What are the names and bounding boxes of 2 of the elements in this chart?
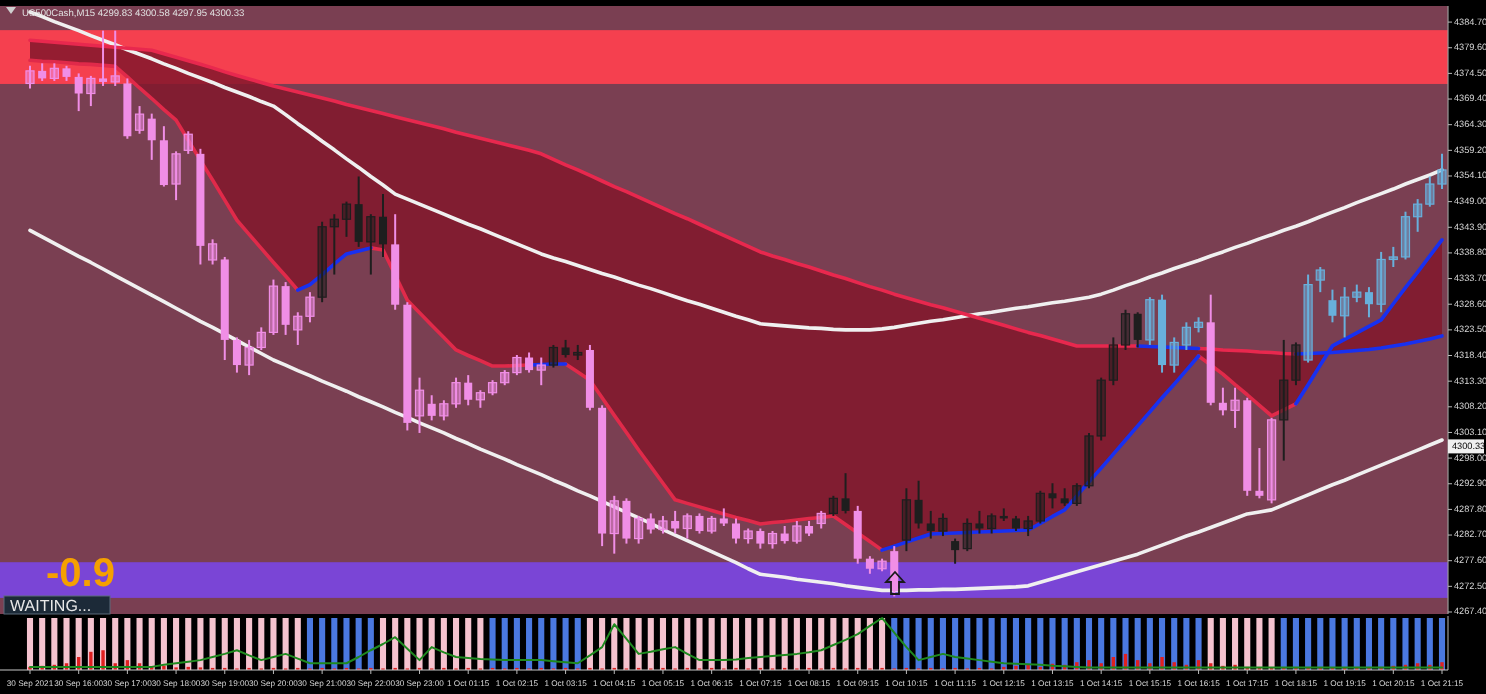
annotation: -0.9	[46, 552, 115, 596]
annotation: WAITING...	[10, 597, 92, 615]
